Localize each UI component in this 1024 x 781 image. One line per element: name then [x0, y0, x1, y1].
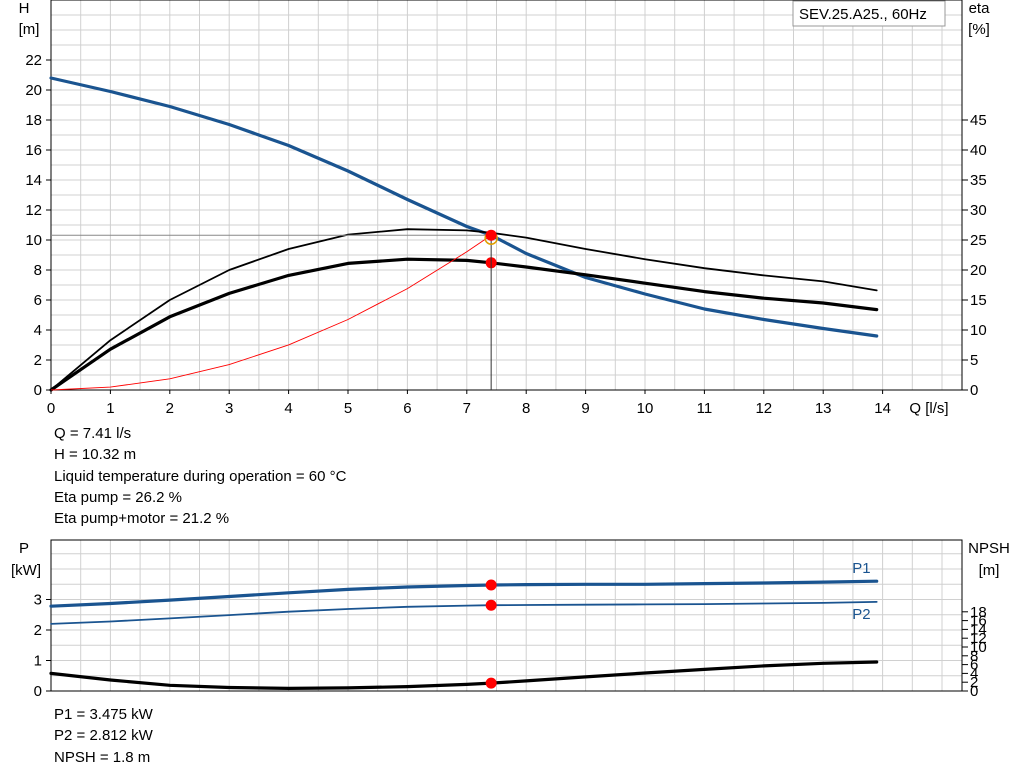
bottom-series-2 — [49, 660, 879, 691]
series-label-p1: P1 — [852, 560, 870, 577]
bottom-operating-point-marker — [485, 579, 497, 591]
bottom-right-axis-title-2: [m] — [979, 562, 1000, 579]
bottom-right-tick-label: 16 — [970, 613, 987, 630]
bottom-series-p1 — [49, 579, 879, 608]
bottom-right-tick-label: 2 — [970, 674, 978, 691]
x-tick-label: 9 — [581, 400, 589, 417]
bottom-frame — [50, 539, 963, 692]
top-left-tick-label: 16 — [25, 142, 42, 159]
top-series-2 — [49, 257, 879, 392]
x-tick-label: 13 — [815, 400, 832, 417]
bottom-right-tick-label: 0 — [970, 683, 978, 700]
x-tick-label: 3 — [225, 400, 233, 417]
info-flow: Q = 7.41 l/s — [54, 425, 132, 442]
bottom-left-axis-title-1: P — [19, 540, 29, 557]
x-tick-label: 7 — [463, 400, 471, 417]
x-tick-label: 11 — [697, 400, 713, 417]
top-chart-grid — [50, 0, 963, 391]
top-left-tick-label: 14 — [25, 172, 42, 189]
bottom-operating-point-marker — [485, 599, 497, 611]
top-operating-point-marker — [485, 229, 497, 241]
x-tick-label: 5 — [344, 400, 352, 417]
bottom-left-axis-title-2: [kW] — [11, 562, 41, 579]
top-right-tick-label: 10 — [970, 322, 987, 339]
info-p1: P1 = 3.475 kW — [54, 706, 153, 723]
pump-label-box — [792, 0, 946, 27]
x-tick-label: 1 — [106, 400, 114, 417]
bottom-left-tick-label: 1 — [34, 653, 42, 670]
top-right-tick-label: 5 — [970, 352, 978, 369]
bottom-right-tick-label: 14 — [970, 621, 987, 638]
power-info: P1 = 3.475 kW P2 = 2.812 kW NPSH = 1.8 m — [54, 704, 153, 768]
bottom-right-axis-title-1: NPSH — [968, 540, 1010, 557]
x-tick-label: 14 — [874, 400, 891, 417]
top-right-tick-label: 35 — [970, 172, 987, 189]
bottom-left-tick-label: 2 — [34, 622, 42, 639]
x-tick-label: 0 — [47, 400, 55, 417]
operating-point-info: Q = 7.41 l/s H = 10.32 m Liquid temperat… — [54, 423, 346, 529]
bottom-right-tick-label: 12 — [970, 630, 987, 647]
top-left-tick-label: 0 — [34, 382, 42, 399]
top-right-axis-title-2: [%] — [968, 21, 990, 38]
top-left-tick-label: 4 — [34, 322, 42, 339]
info-eta-pump-motor: Eta pump+motor = 21.2 % — [54, 510, 230, 528]
top-left-tick-label: 10 — [25, 232, 42, 249]
marker-layer — [51, 229, 498, 689]
top-left-axis-title-2: [m] — [19, 21, 40, 38]
top-left-tick-label: 22 — [25, 52, 42, 69]
top-left-tick-label: 6 — [34, 292, 42, 309]
top-frame — [50, 0, 963, 391]
x-tick-label: 4 — [284, 400, 292, 417]
series-layer — [49, 76, 879, 691]
bottom-left-tick-label: 0 — [34, 683, 42, 700]
x-tick-label: 12 — [755, 400, 772, 417]
top-left-tick-label: 12 — [25, 202, 42, 219]
top-series-1 — [50, 228, 878, 391]
info-eta-pump: Eta pump = 26.2 % — [54, 488, 182, 506]
series-label-p2: P2 — [852, 606, 870, 623]
x-tick-label: 6 — [403, 400, 411, 417]
top-right-tick-label: 15 — [970, 292, 987, 309]
bottom-right-tick-label: 10 — [970, 639, 987, 656]
bottom-series-p2 — [50, 601, 878, 625]
top-right-axis-title-1: eta — [969, 0, 991, 17]
info-liquid-temperature: Liquid temperature during operation = 60… — [54, 467, 347, 485]
top-series-3 — [50, 234, 492, 391]
top-left-axis-title-1: H — [19, 0, 30, 17]
top-left-tick-label: 20 — [25, 82, 42, 99]
bottom-chart-grid — [50, 539, 963, 692]
info-head: H = 10.32 m — [54, 446, 137, 464]
bottom-right-tick-label: 18 — [970, 604, 987, 621]
top-right-tick-label: 45 — [970, 112, 987, 129]
top-left-tick-label: 18 — [25, 112, 42, 129]
pump-label: SEV.25.A25., 60Hz — [799, 6, 927, 23]
top-right-tick-label: 30 — [970, 202, 987, 219]
x-tick-label: 10 — [637, 400, 654, 417]
top-right-tick-label: 0 — [970, 382, 978, 399]
bottom-right-tick-label: 4 — [970, 665, 978, 682]
bottom-operating-point-marker — [485, 677, 497, 689]
info-p2: P2 = 2.812 kW — [54, 727, 153, 745]
info-npsh: NPSH = 1.8 m — [54, 748, 151, 766]
top-right-tick-label: 20 — [970, 262, 987, 279]
x-tick-label: 2 — [166, 400, 174, 417]
x-tick-label: 8 — [522, 400, 530, 417]
top-left-tick-label: 2 — [34, 352, 42, 369]
bottom-left-tick-label: 3 — [34, 592, 42, 609]
top-left-tick-label: 8 — [34, 262, 42, 279]
bottom-right-tick-label: 6 — [970, 657, 978, 674]
top-right-tick-label: 40 — [970, 142, 987, 159]
top-right-tick-label: 25 — [970, 232, 987, 249]
top-x-axis-title: Q [l/s] — [909, 400, 948, 417]
bottom-right-tick-label: 8 — [970, 648, 978, 665]
